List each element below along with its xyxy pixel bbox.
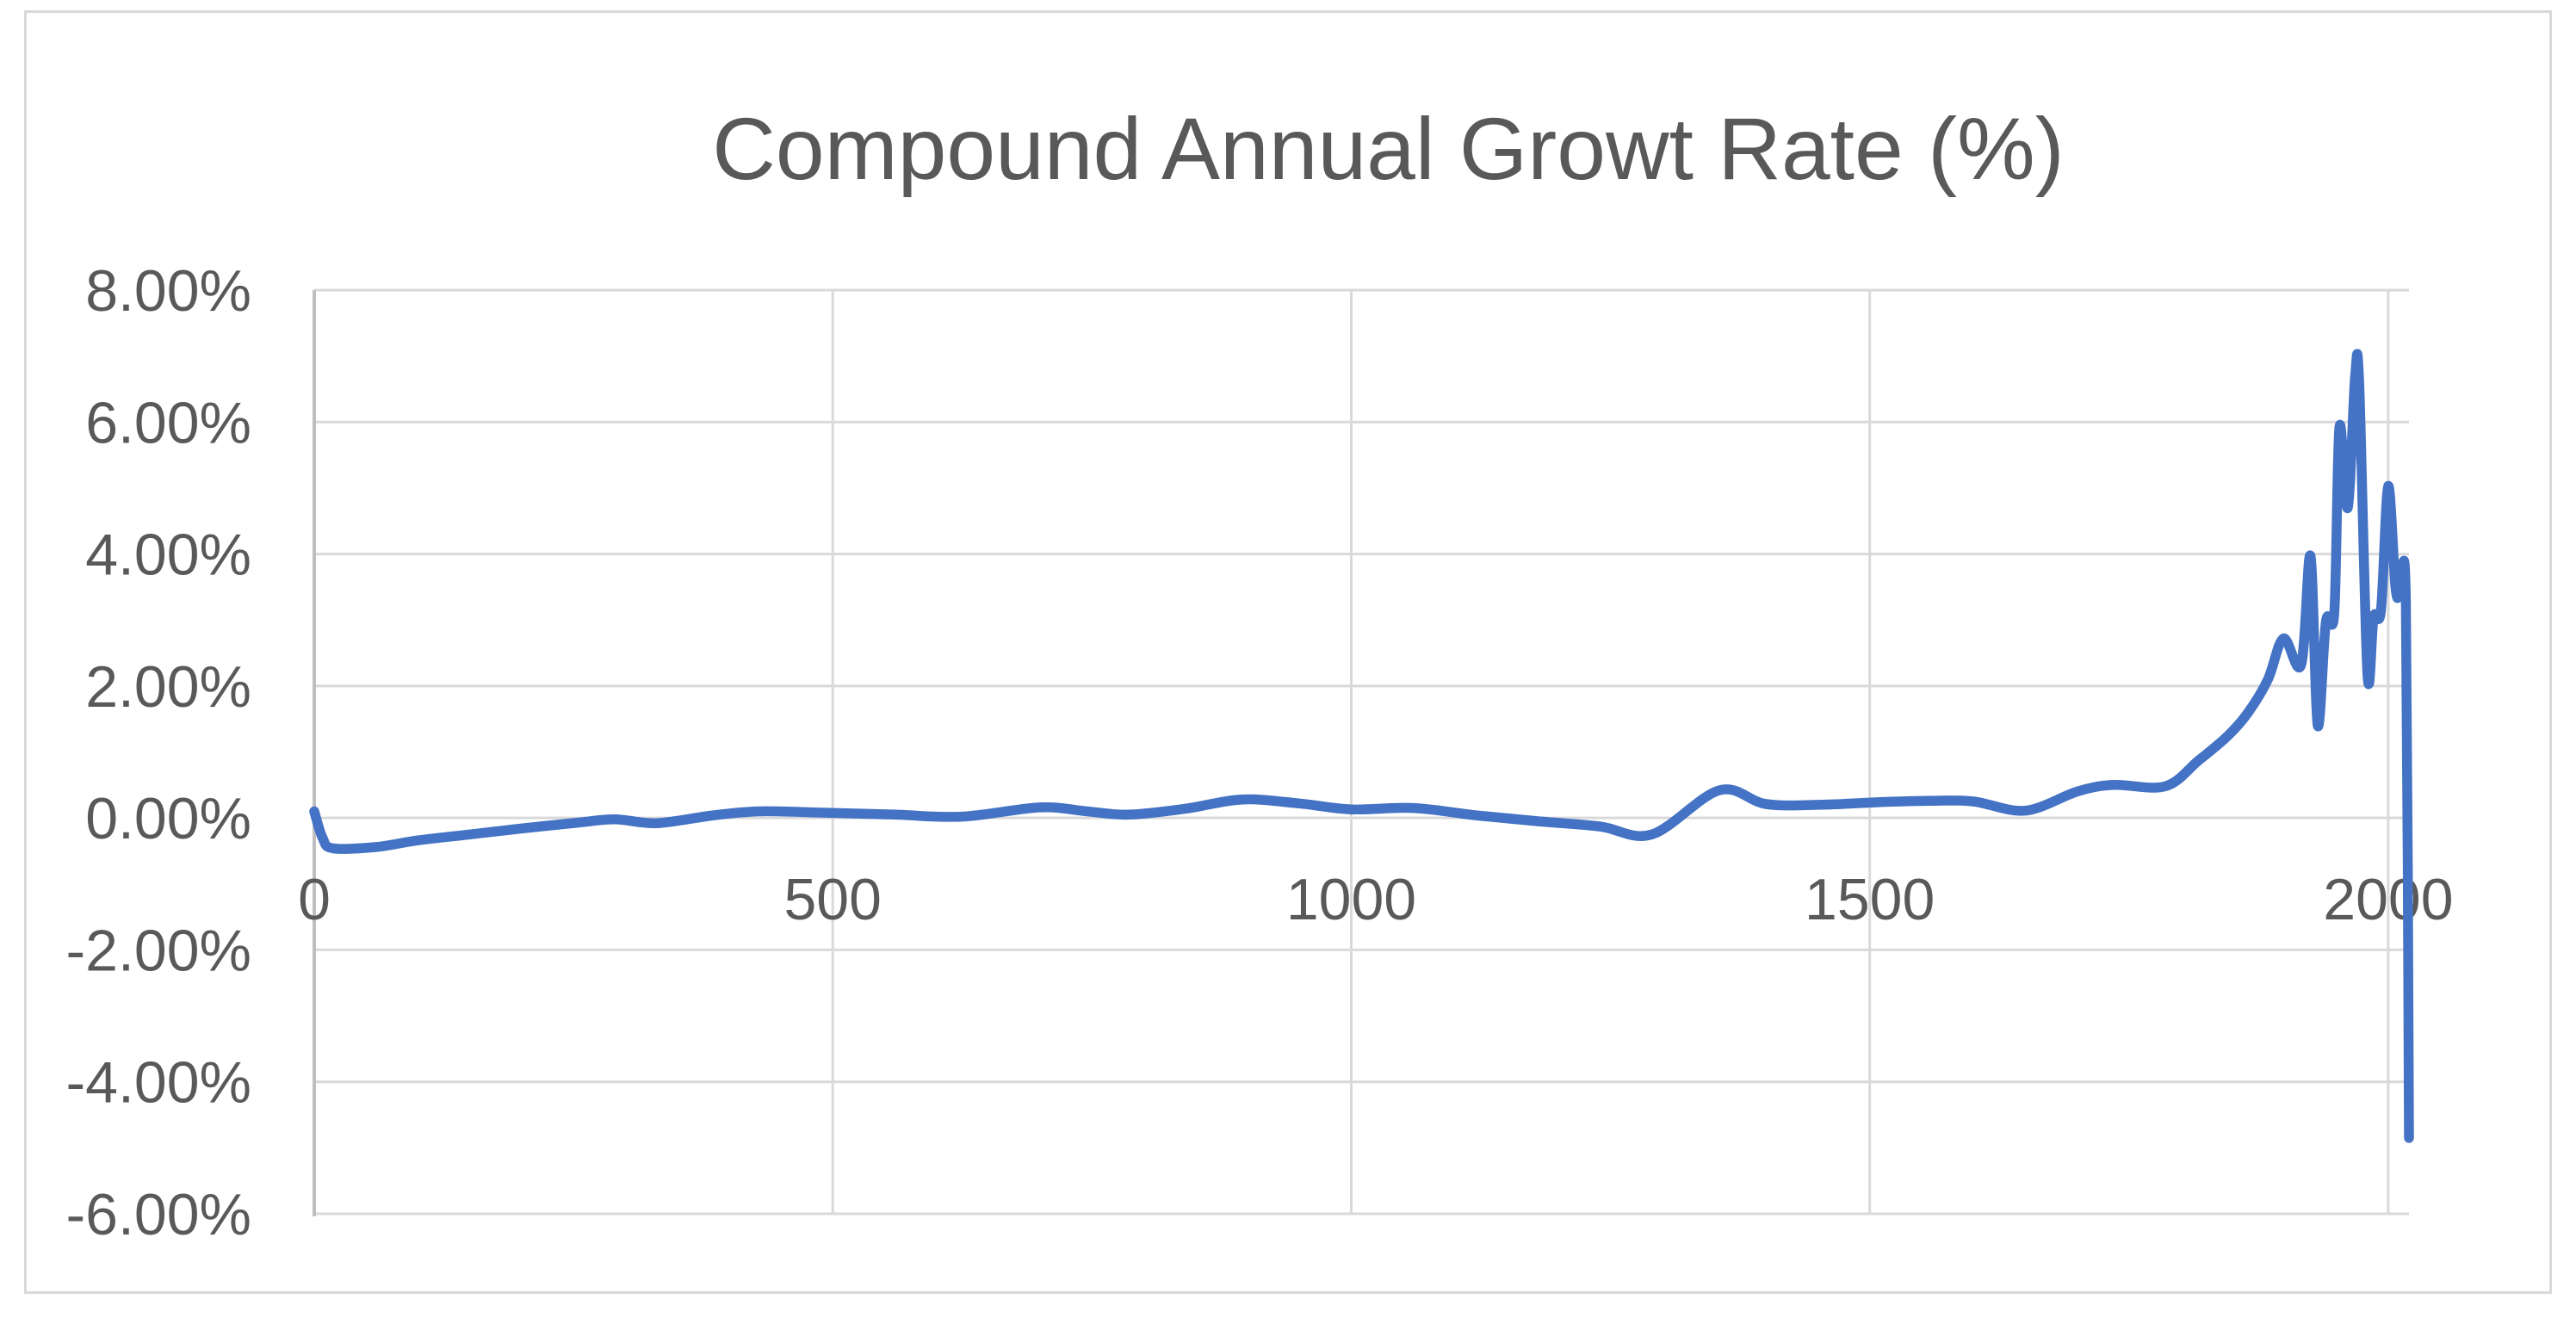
y-axis-tick-label: 2.00% xyxy=(85,654,251,720)
x-axis-tick-label: 2000 xyxy=(2323,867,2453,932)
y-axis-tick-label: -2.00% xyxy=(66,918,251,983)
chart-area-frame[interactable]: Compound Annual Growt Rate (%) xyxy=(24,10,2552,1294)
chart-title[interactable]: Compound Annual Growt Rate (%) xyxy=(712,100,2065,198)
y-axis-tick-label: -4.00% xyxy=(66,1050,251,1116)
x-axis-tick-label: 0 xyxy=(298,867,331,932)
data-series-line xyxy=(309,349,2414,1143)
y-axis-tick-label: 6.00% xyxy=(85,390,251,455)
y-axis-tick-label: -6.00% xyxy=(66,1182,251,1247)
x-axis-tick-label: 500 xyxy=(783,867,881,932)
x-axis-tick-label: 1000 xyxy=(1286,867,1416,932)
y-axis-tick-label: 0.00% xyxy=(85,786,251,851)
x-axis-tick-label: 1500 xyxy=(1805,867,1935,932)
y-axis-tick-label: 4.00% xyxy=(85,523,251,588)
y-axis-tick-label: 8.00% xyxy=(85,258,251,324)
